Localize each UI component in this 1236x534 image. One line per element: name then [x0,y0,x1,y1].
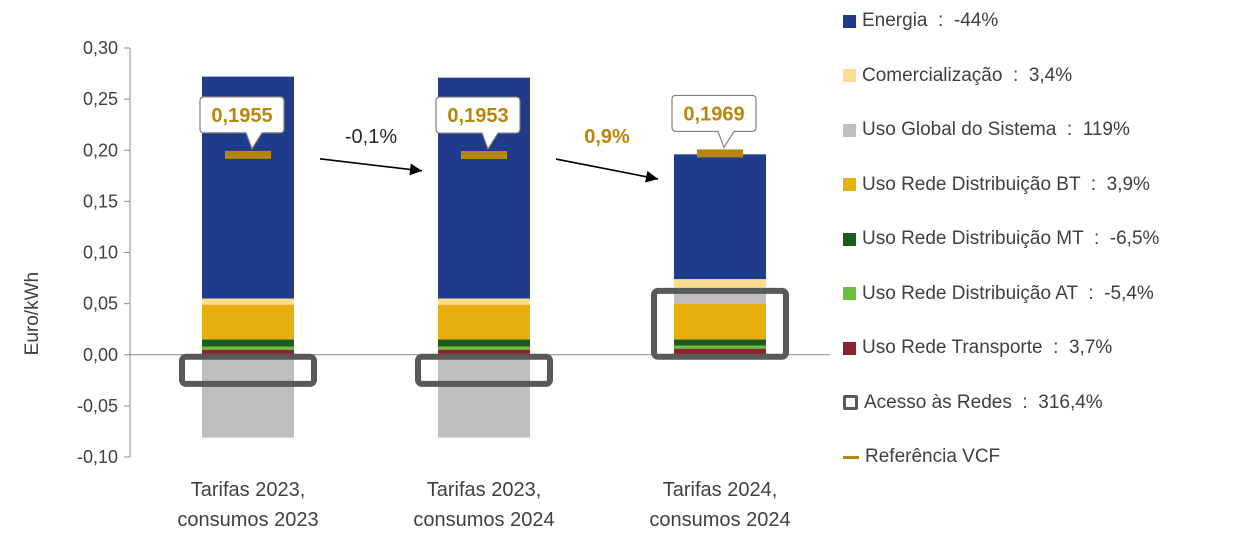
y-axis-label: Euro/kWh [22,272,43,355]
legend-item: Uso Rede Distribuição BT : 3,9% [843,170,1150,200]
legend-label: Acesso às Redes : 316,4% [864,391,1103,413]
y-tick-label: 0,25 [83,89,118,109]
reference-vcf-marker [225,150,271,159]
change-arrow-head [409,163,422,176]
change-label: -0,1% [345,126,397,148]
x-category-label: consumos 2024 [413,509,554,531]
legend-item: Energia : -44% [843,6,998,36]
bar-segment-uso-rede-transporte [202,349,294,355]
bar-segment-uso-rede-distribui-o-bt [438,304,530,340]
x-category-label: consumos 2024 [649,509,790,531]
legend-swatch [843,14,856,28]
change-arrow-line [555,158,659,180]
bar-segment-uso-global-do-sistema [202,354,294,438]
legend-label: Uso Rede Distribuição BT : 3,9% [862,173,1150,195]
legend-line-icon [843,455,859,459]
legend-item: Uso Global do Sistema : 119% [843,115,1130,145]
y-tick-label: 0,10 [83,243,118,263]
legend-item: Comercialização : 3,4% [843,61,1072,91]
reference-vcf-marker [697,149,743,158]
x-category-label: consumos 2023 [177,509,318,531]
bar-segment-uso-rede-transporte [438,349,530,355]
reference-vcf-marker [461,151,507,160]
legend-item: Uso Rede Transporte : 3,7% [843,333,1112,363]
bar-segment-uso-rede-distribui-o-at [438,346,530,350]
legend-label: Uso Rede Distribuição MT : -6,5% [862,228,1160,249]
bar-segment-uso-rede-distribui-o-mt [202,339,294,347]
legend-swatch [843,123,856,137]
access-networks-box [415,353,553,387]
legend-swatch [843,232,856,246]
legend-box-icon [843,395,858,410]
x-category-label: Tarifas 2024, [663,479,778,501]
bar-segment-uso-rede-distribui-o-mt [438,339,530,347]
legend-item: Acesso às Redes : 316,4% [843,388,1103,418]
change-arrow-head [645,170,658,183]
y-tick-label: -0,05 [77,396,118,416]
access-networks-box [179,353,317,387]
bar-segment-uso-rede-distribui-o-at [674,345,766,349]
access-networks-box [651,287,789,360]
legend-label: Uso Rede Transporte : 3,7% [862,337,1113,358]
legend-swatch [843,178,856,191]
y-tick-label: 0,20 [83,140,118,160]
legend-item: Uso Rede Distribuição AT : -5,4% [843,279,1154,309]
legend-item: Referência VCF [843,442,1000,472]
x-category-label: Tarifas 2023, [427,479,542,501]
bar-segment-uso-rede-distribui-o-at [202,346,294,350]
y-tick-label: 0,30 [83,38,118,58]
legend-swatch [843,287,856,300]
bar-segment-uso-rede-transporte [674,348,766,355]
reference-vcf-callout [435,96,521,151]
legend-item: Uso Rede Distribuição MT : -6,5% [843,224,1159,254]
bar-segment-uso-rede-distribui-o-mt [674,339,766,346]
bar-segment-uso-rede-distribui-o-bt [674,303,766,340]
bar-segment-uso-global-do-sistema [438,354,530,438]
y-tick-label: -0,10 [77,447,118,467]
legend-label: Uso Rede Distribuição AT : -5,4% [862,282,1154,304]
bar-segment-comercializa-o [438,298,530,305]
legend-label: Uso Global do Sistema : 119% [862,119,1130,140]
reference-vcf-callout [199,96,285,151]
legend-swatch [843,341,856,355]
reference-vcf-label: 0,1953 [447,105,508,127]
legend-swatch [843,69,856,82]
reference-vcf-callout [671,94,757,149]
reference-vcf-label: 0,1955 [211,105,272,127]
change-arrow-line [319,158,423,172]
change-label: 0,9% [584,126,630,148]
bar-segment-energia [674,154,766,280]
y-tick-label: 0,15 [83,191,118,211]
legend-label: Energia : -44% [862,10,999,31]
legend-label: Comercialização : 3,4% [862,64,1073,86]
reference-vcf-label: 0,1969 [683,103,744,125]
legend-label: Referência VCF [865,446,1001,467]
y-tick-label: 0,00 [83,345,118,365]
y-tick-label: 0,05 [83,294,118,314]
bar-segment-uso-global-do-sistema [674,291,766,304]
bar-segment-comercializa-o [202,298,294,305]
x-category-label: Tarifas 2023, [191,479,306,501]
bar-segment-uso-rede-distribui-o-bt [202,304,294,340]
